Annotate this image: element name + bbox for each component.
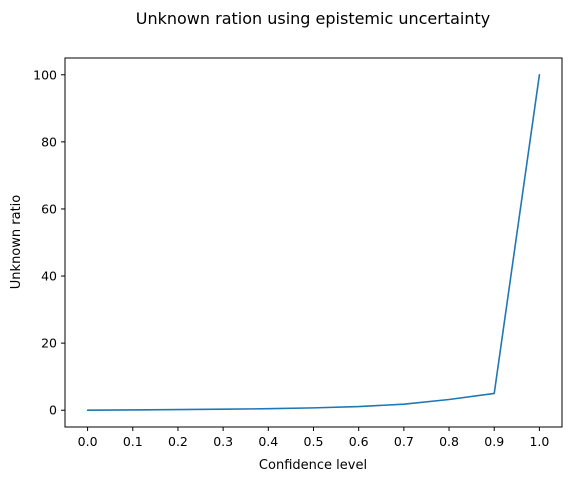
x-tick-label: 0.8 (439, 434, 459, 449)
y-tick-label: 20 (41, 336, 57, 351)
x-tick-label: 0.4 (258, 434, 278, 449)
y-axis: 0 20 40 60 80 100 (33, 67, 65, 418)
y-tick-label: 100 (33, 67, 57, 82)
x-tick-label: 0.7 (394, 434, 414, 449)
y-tick-label: 80 (41, 134, 57, 149)
x-axis-label: Confidence level (259, 458, 367, 473)
y-tick-label: 40 (41, 269, 57, 284)
y-tick-label: 60 (41, 201, 57, 216)
x-tick-label: 0.6 (349, 434, 369, 449)
x-axis: 0.0 0.1 0.2 0.3 0.4 0.5 0.6 0.7 0.8 0.9 1.0 (78, 427, 549, 449)
x-tick-label: 0.1 (123, 434, 143, 449)
x-tick-label: 0.2 (168, 434, 188, 449)
x-tick-label: 1.0 (529, 434, 549, 449)
x-tick-label: 0.0 (78, 434, 98, 449)
plot-frame (64, 57, 563, 428)
series-line (86, 73, 541, 412)
y-axis-label: Unknown ratio (9, 195, 24, 289)
chart-title: Unknown ration using epistemic uncertain… (136, 9, 491, 28)
y-tick-label: 0 (49, 403, 57, 418)
x-tick-label: 0.3 (213, 434, 233, 449)
x-tick-label: 0.5 (304, 434, 324, 449)
x-tick-label: 0.9 (484, 434, 504, 449)
